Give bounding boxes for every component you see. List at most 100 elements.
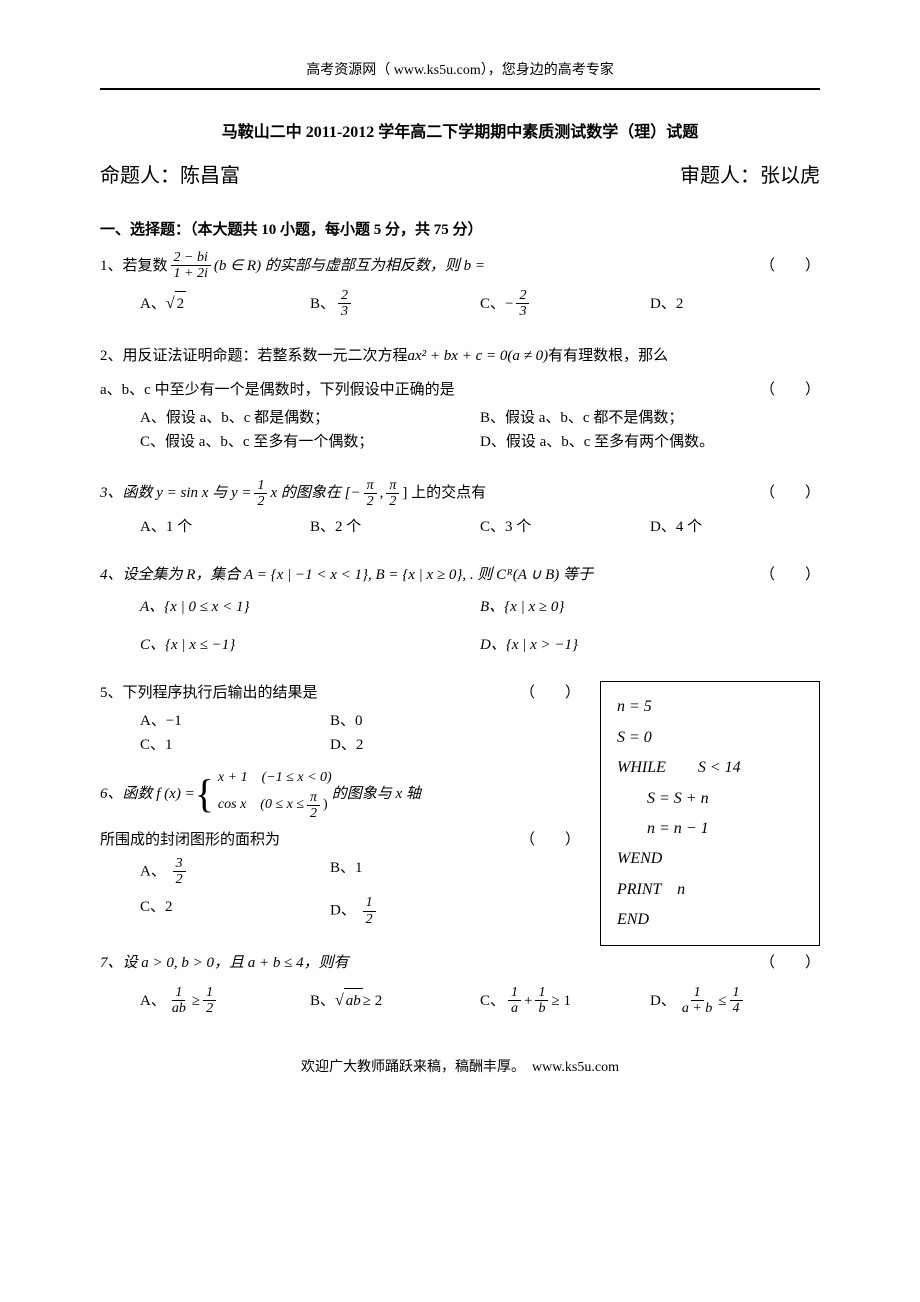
q1-c-den: 3 — [516, 304, 529, 319]
q7-a-pre: A、 — [140, 989, 166, 1013]
q6-branch2-post: ) — [323, 794, 328, 816]
q7-d-den2: 4 — [730, 1001, 743, 1016]
q2-opt-c: C、假设 a、b、c 至多有一个偶数； — [140, 430, 480, 454]
left-brace-icon: { — [195, 774, 214, 814]
q6-branch1: x + 1 (−1 ≤ x < 0) — [218, 767, 332, 789]
q3-paren: （ ） — [740, 481, 820, 505]
q1-b-num: 2 — [338, 288, 351, 304]
q2-l2: a、b、c 中至少有一个是偶数时，下列假设中正确的是 — [100, 378, 455, 402]
q6-post: 的图象与 x 轴 — [332, 782, 421, 806]
q3-pnum: π — [364, 478, 377, 494]
q1-mid: (b ∈ R) 的实部与虚部互为相反数，则 b = — [214, 254, 485, 278]
q1-opt-a-pre: A、 — [140, 292, 166, 316]
q2-l1-eq: ax² + bx + c = 0(a ≠ 0) — [408, 344, 549, 368]
q5-paren: （ ） — [500, 681, 580, 705]
question-3: 3、函数 y = sin x 与 y = 12 x 的图象在 [− π2 , π… — [100, 478, 820, 540]
q7-b-post: ≥ 2 — [363, 989, 382, 1013]
q5-opt-d: D、2 — [330, 733, 520, 757]
q6-branch2-pre: cos x (0 ≤ x ≤ — [218, 794, 304, 816]
q2-l1-pre: 2、用反证法证明命题：若整系数一元二次方程 — [100, 344, 408, 368]
q1-options: A、 √2 B、 23 C、− 23 D、2 — [100, 288, 820, 320]
q7-c-pre: C、 — [480, 989, 505, 1013]
sqrt-icon: √ — [335, 988, 344, 1014]
q7-a-den2: 2 — [203, 1001, 216, 1016]
q3-fden: 2 — [254, 494, 267, 509]
question-2: 2、用反证法证明命题：若整系数一元二次方程 ax² + bx + c = 0(a… — [100, 344, 820, 454]
q7-d-num: 1 — [691, 985, 704, 1001]
exam-title: 马鞍山二中 2011-2012 学年高二下学期期中素质测试数学（理）试题 — [100, 120, 820, 146]
q6-a-den: 2 — [173, 872, 186, 887]
q5-opt-a: A、−1 — [140, 709, 330, 733]
q6-pre: 6、函数 f (x) = — [100, 782, 195, 806]
q7-a-den: ab — [169, 1001, 189, 1016]
q3-opt-c: C、3 个 — [480, 515, 650, 539]
q7-c2-num: 1 — [535, 985, 548, 1001]
q7-c1-num: 1 — [508, 985, 521, 1001]
q2-options: A、假设 a、b、c 都是偶数； B、假设 a、b、c 都不是偶数； C、假设 … — [100, 406, 820, 454]
q6-a-num: 3 — [173, 856, 186, 872]
q7-d-den: a + b — [679, 1001, 715, 1016]
q7-d-post: ≤ — [718, 989, 726, 1013]
q3-fnum: 1 — [254, 478, 267, 494]
q3-p2num: π — [386, 478, 399, 494]
exam-page: 高考资源网（ www.ks5u.com），您身边的高考专家 马鞍山二中 2011… — [0, 0, 920, 1119]
q5-q6-block: n = 5 S = 0 WHILE S < 14 S = S + n n = n… — [100, 681, 820, 927]
q7-text: 7、设 a > 0, b > 0，且 a + b ≤ 4，则有 — [100, 951, 349, 975]
q7-options: A、 1ab ≥ 12 B、 √ab ≥ 2 C、 1a + 1b ≥ 1 D、… — [100, 985, 820, 1017]
q6-opt-c: C、2 — [140, 895, 330, 927]
q1-pre: 1、若复数 — [100, 254, 168, 278]
question-1: 1、若复数 2 − bi1 + 2i (b ∈ R) 的实部与虚部互为相反数，则… — [100, 250, 820, 320]
q3-pre: 3、函数 y = sin x 与 y = — [100, 481, 251, 505]
q3-options: A、1 个 B、2 个 C、3 个 D、4 个 — [100, 515, 820, 539]
q7-d-num2: 1 — [730, 985, 743, 1001]
q1-paren: （ ） — [740, 254, 820, 278]
q2-paren: （ ） — [740, 378, 820, 402]
q7-paren: （ ） — [740, 951, 820, 975]
q3-opt-d: D、4 个 — [650, 515, 820, 539]
q1-b-den: 3 — [338, 304, 351, 319]
q6-paren: （ ） — [500, 828, 580, 852]
question-6: 6、函数 f (x) = { x + 1 (−1 ≤ x < 0) cos x … — [100, 767, 820, 927]
q7-b-pre: B、 — [310, 989, 335, 1013]
q6-a-pre: A、 — [140, 863, 166, 879]
q5-text: 5、下列程序执行后输出的结果是 — [100, 681, 318, 705]
q1-c-num: 2 — [516, 288, 529, 304]
q7-c-mid: + — [524, 989, 532, 1013]
q5-opt-c: C、1 — [140, 733, 330, 757]
author-line: 命题人：陈昌富 审题人：张以虎 — [100, 160, 820, 192]
q3-opt-a: A、1 个 — [140, 515, 310, 539]
page-header: 高考资源网（ www.ks5u.com），您身边的高考专家 — [100, 60, 820, 90]
section-1-title: 一、选择题：（本大题共 10 小题，每小题 5 分，共 75 分） — [100, 218, 820, 242]
q5-options: A、−1 B、0 C、1 D、2 — [100, 709, 520, 757]
q7-a-num2: 1 — [203, 985, 216, 1001]
question-7: 7、设 a > 0, b > 0，且 a + b ≤ 4，则有 （ ） A、 1… — [100, 951, 820, 1017]
q6-d-num: 1 — [363, 895, 376, 911]
q1-frac-num: 2 − bi — [171, 250, 211, 266]
sqrt-icon: √ — [166, 291, 175, 317]
q4-options: A、{x | 0 ≤ x < 1} B、{x | x ≥ 0} C、{x | x… — [100, 595, 820, 657]
q4-paren: （ ） — [740, 563, 820, 587]
q1-frac-den: 1 + 2i — [171, 266, 211, 281]
author-right: 审题人：张以虎 — [680, 160, 820, 192]
q7-d-pre: D、 — [650, 989, 676, 1013]
q1-opt-a-arg: 2 — [175, 291, 187, 316]
q7-c2-den: b — [535, 1001, 548, 1016]
q4-opt-a: A、{x | 0 ≤ x < 1} — [140, 595, 480, 619]
question-4: 4、设全集为 R，集合 A = {x | −1 < x < 1}, B = {x… — [100, 563, 820, 657]
q3-post: ] 上的交点有 — [402, 481, 486, 505]
q6-d-den: 2 — [363, 912, 376, 927]
q3-p2den: 2 — [386, 494, 399, 509]
q4-opt-b: B、{x | x ≥ 0} — [480, 595, 820, 619]
q5-opt-b: B、0 — [330, 709, 520, 733]
q2-opt-d: D、假设 a、b、c 至多有两个偶数。 — [480, 430, 820, 454]
author-left: 命题人：陈昌富 — [100, 160, 240, 192]
question-5: 5、下列程序执行后输出的结果是 （ ） A、−1 B、0 C、1 D、2 — [100, 681, 820, 757]
q1-opt-c-pre: C、− — [480, 292, 513, 316]
q1-opt-d: D、2 — [650, 288, 820, 320]
q7-a-post: ≥ — [192, 989, 200, 1013]
q3-mid: x 的图象在 [− — [270, 481, 360, 505]
q3-opt-b: B、2 个 — [310, 515, 480, 539]
q4-opt-c: C、{x | x ≤ −1} — [140, 633, 480, 657]
q3-mid2: , — [380, 481, 384, 505]
q6-l2-den: 2 — [307, 806, 320, 821]
